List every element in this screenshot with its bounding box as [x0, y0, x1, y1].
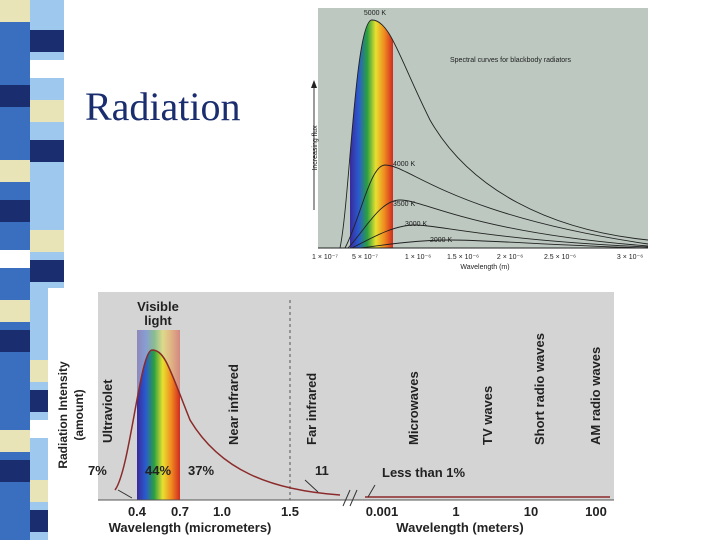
y-axis-label: Radiation Intensity — [56, 361, 70, 469]
share-label: 37% — [188, 463, 214, 478]
y-axis-label: Increasing flux — [312, 125, 319, 171]
x-axis-label: Wavelength (meters) — [396, 520, 523, 535]
x-tick-label: 1.0 — [213, 504, 231, 519]
x-tick-label: 2 × 10⁻⁶ — [497, 254, 523, 261]
x-tick-label: 1 — [452, 504, 459, 519]
x-tick-label: 5 × 10⁻⁷ — [352, 254, 378, 261]
x-tick-label: 1.5 × 10⁻⁶ — [447, 254, 479, 261]
stripe-decoration — [0, 0, 64, 540]
region-label: Near infrared — [226, 364, 241, 445]
share-label: Less than 1% — [382, 465, 466, 480]
region-label: Far infrared — [304, 373, 319, 445]
y-axis-label: (amount) — [72, 389, 86, 440]
x-tick-label: 2.5 × 10⁻⁶ — [544, 254, 576, 261]
region-label: Short radio waves — [532, 333, 547, 445]
x-tick-label: 100 — [585, 504, 607, 519]
curve-label: 2000 K — [430, 237, 453, 244]
share-label: 7% — [88, 463, 107, 478]
x-tick-label: 1.5 — [281, 504, 299, 519]
x-axis-label: Wavelength (m) — [460, 264, 509, 271]
curve-label: 3000 K — [405, 221, 428, 228]
curve-label: 5000 K — [364, 10, 387, 17]
share-label: 44% — [145, 463, 171, 478]
share-label: 11 — [315, 463, 329, 478]
x-tick-label: 0.7 — [171, 504, 189, 519]
region-label: AM radio waves — [588, 347, 603, 445]
x-axis-label: Wavelength (micrometers) — [109, 520, 272, 535]
region-label: TV waves — [480, 386, 495, 445]
x-tick-label: 1 × 10⁻⁶ — [405, 254, 431, 261]
radiation-figure: Visible light Radiation Intensity (amoun… — [48, 288, 616, 540]
region-label: Microwaves — [406, 371, 421, 445]
x-tick-label: 3 × 10⁻⁶ — [617, 254, 643, 261]
slide-title: Radiation — [85, 84, 241, 129]
figure-title: Spectral curves for blackbody radiators — [450, 57, 571, 64]
curve-label: 3500 K — [393, 201, 416, 208]
x-tick-label: 1 × 10⁻⁷ — [312, 254, 338, 261]
region-label: Ultraviolet — [100, 379, 115, 443]
x-tick-label: 0.001 — [366, 504, 399, 519]
band-label: Visible — [137, 299, 179, 314]
blackbody-figure: 5000 K Spectral curves for blackbody rad… — [305, 5, 650, 273]
x-tick-label: 0.4 — [128, 504, 147, 519]
curve-label: 4000 K — [393, 161, 416, 168]
band-label: light — [144, 313, 172, 328]
x-tick-label: 10 — [524, 504, 538, 519]
